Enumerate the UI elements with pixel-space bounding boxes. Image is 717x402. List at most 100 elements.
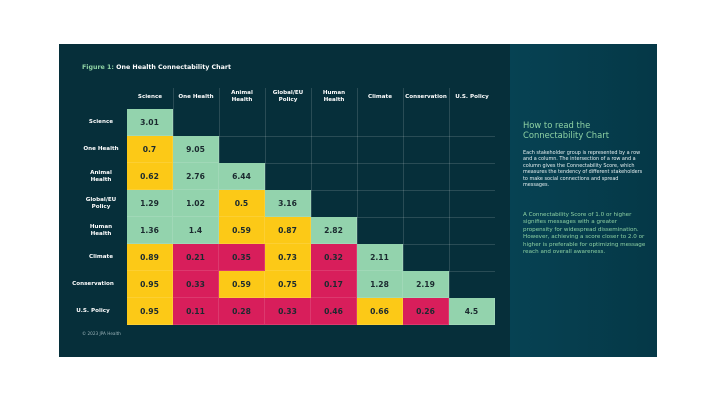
heatmap-cell: 0.66 bbox=[357, 298, 403, 325]
heatmap-cell: 0.26 bbox=[403, 298, 449, 325]
column-header-line: Health bbox=[323, 97, 345, 103]
row-header-line: Science bbox=[88, 119, 114, 125]
row-header-line: Climate bbox=[88, 254, 113, 260]
figure-title: Figure 1: One Health Connectability Char… bbox=[82, 64, 231, 71]
side-panel-title: How to read the Connectability Chart bbox=[523, 120, 609, 141]
row-header: Animal Health bbox=[62, 163, 124, 190]
heatmap-cell: 4.5 bbox=[449, 298, 495, 325]
heatmap-cell: 0.21 bbox=[173, 244, 219, 271]
heatmap-cell: 6.44 bbox=[219, 163, 265, 190]
column-header: One Health bbox=[173, 86, 219, 108]
heatmap-cell: 1.28 bbox=[357, 271, 403, 298]
row-header-line: One Health bbox=[83, 146, 119, 152]
column-header-line: One Health bbox=[178, 93, 214, 100]
row-header: Climate bbox=[62, 244, 124, 271]
row-header-label: Science bbox=[78, 119, 124, 126]
heatmap-cell: 0.35 bbox=[219, 244, 265, 271]
column-header-label: One Health bbox=[178, 94, 213, 101]
row-header-line: Animal bbox=[90, 169, 112, 176]
row-header-label: Human Health bbox=[78, 224, 124, 238]
column-header-line: Conservation bbox=[405, 93, 447, 100]
row-header-line: Conservation bbox=[72, 281, 114, 287]
column-header-line: U.S. Policy bbox=[455, 93, 489, 100]
heatmap-cell: 0.59 bbox=[219, 217, 265, 244]
heatmap-cell: 0.95 bbox=[127, 298, 173, 325]
grid-line-vertical bbox=[265, 88, 266, 190]
heatmap-cell: 0.33 bbox=[265, 298, 311, 325]
grid-line-vertical bbox=[219, 88, 220, 163]
column-header-label: Climate bbox=[368, 94, 392, 101]
row-header: Science bbox=[62, 109, 124, 136]
heatmap-cell: 0.87 bbox=[265, 217, 311, 244]
heatmap-cell: 2.19 bbox=[403, 271, 449, 298]
heatmap-cell: 0.33 bbox=[173, 271, 219, 298]
column-header-line: Climate bbox=[367, 93, 392, 100]
column-header-line: Health bbox=[231, 97, 253, 103]
heatmap-cell: 2.76 bbox=[173, 163, 219, 190]
column-header-label: Human Health bbox=[323, 90, 345, 104]
heatmap-cell: 3.16 bbox=[265, 190, 311, 217]
row-header-label: Animal Health bbox=[78, 170, 124, 184]
figure-label: Figure 1: bbox=[82, 64, 114, 71]
heatmap-cell: 0.89 bbox=[127, 244, 173, 271]
column-header-label: U.S. Policy bbox=[455, 94, 489, 101]
column-header-line: Global/EU bbox=[272, 90, 304, 97]
grid-line-horizontal bbox=[311, 217, 495, 218]
heatmap-cell: 0.46 bbox=[311, 298, 357, 325]
row-header: Human Health bbox=[62, 217, 124, 244]
heatmap-cell: 0.5 bbox=[219, 190, 265, 217]
column-header-line: Science bbox=[137, 93, 163, 100]
row-header-line: Human bbox=[89, 223, 113, 230]
column-header-line: Policy bbox=[278, 97, 298, 103]
heatmap-cell: 0.28 bbox=[219, 298, 265, 325]
grid-line-vertical bbox=[311, 88, 312, 217]
column-header: Climate bbox=[357, 86, 403, 108]
grid-line-horizontal bbox=[173, 136, 495, 137]
row-header: Conservation bbox=[62, 271, 124, 298]
figure-title-text: One Health Connectability Chart bbox=[116, 64, 231, 71]
row-header-line: Health bbox=[90, 230, 112, 237]
heatmap-cell: 3.01 bbox=[127, 109, 173, 136]
column-header-line: Human bbox=[322, 90, 346, 97]
row-header-line: Global/EU bbox=[85, 196, 117, 203]
column-header: Animal Health bbox=[219, 86, 265, 108]
heatmap-cell: 0.73 bbox=[265, 244, 311, 271]
grid-line-vertical bbox=[449, 88, 450, 298]
heatmap-cell: 0.17 bbox=[311, 271, 357, 298]
heatmap-cell: 1.36 bbox=[127, 217, 173, 244]
column-header: U.S. Policy bbox=[449, 86, 495, 108]
grid-line-horizontal bbox=[219, 163, 495, 164]
heatmap-cell: 2.11 bbox=[357, 244, 403, 271]
row-header-label: Conservation bbox=[62, 281, 124, 288]
column-header: Conservation bbox=[403, 86, 449, 108]
heatmap-cell: 1.4 bbox=[173, 217, 219, 244]
column-header-label: Global/EU Policy bbox=[273, 90, 303, 104]
grid-line-vertical bbox=[357, 88, 358, 244]
column-header: Science bbox=[127, 86, 173, 108]
row-header-label: One Health bbox=[78, 146, 124, 153]
heatmap-cell: 0.59 bbox=[219, 271, 265, 298]
side-panel bbox=[510, 44, 657, 357]
grid-line-horizontal bbox=[357, 244, 495, 245]
heatmap-cell: 0.11 bbox=[173, 298, 219, 325]
row-header-label: Global/EU Policy bbox=[78, 197, 124, 211]
side-panel-paragraph-2: A Connectability Score of 1.0 or higher … bbox=[523, 212, 646, 256]
column-header-line: Animal bbox=[231, 90, 253, 97]
heatmap-cell: 1.02 bbox=[173, 190, 219, 217]
copyright: © 2023 JPA Health bbox=[82, 331, 121, 336]
column-header-label: Science bbox=[138, 94, 162, 101]
row-header: Global/EU Policy bbox=[62, 190, 124, 217]
side-panel-paragraph-1: Each stakeholder group is represented by… bbox=[523, 150, 643, 189]
heatmap-cell: 0.7 bbox=[127, 136, 173, 163]
column-header-label: Conservation bbox=[405, 94, 447, 101]
row-header-line: Health bbox=[90, 176, 112, 183]
grid-line-vertical bbox=[403, 88, 404, 271]
heatmap-cell: 0.75 bbox=[265, 271, 311, 298]
grid-line-horizontal bbox=[265, 190, 495, 191]
column-header: Global/EU Policy bbox=[265, 86, 311, 108]
row-header-label: U.S. Policy bbox=[62, 308, 124, 315]
grid-line-horizontal bbox=[403, 271, 495, 272]
column-header-label: Animal Health bbox=[231, 90, 253, 104]
heatmap-cell: 0.32 bbox=[311, 244, 357, 271]
heatmap-cell: 2.82 bbox=[311, 217, 357, 244]
